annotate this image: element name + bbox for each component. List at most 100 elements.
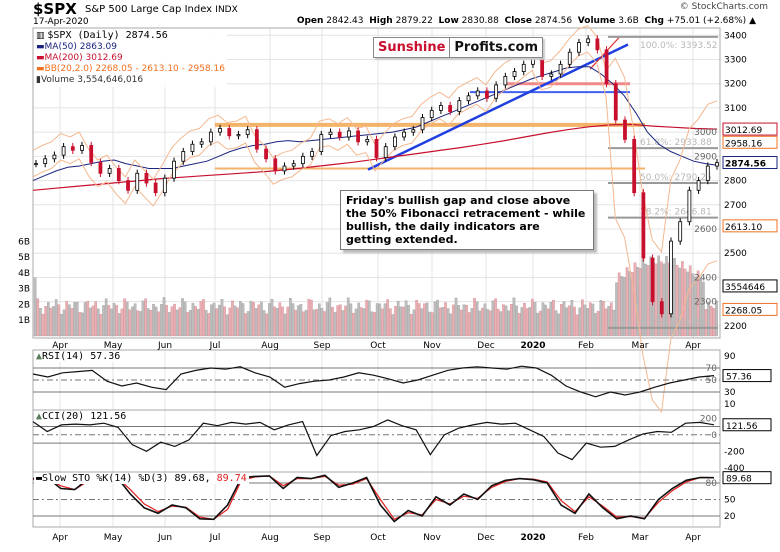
volume-bar [665,256,668,337]
volume-bar [257,304,261,337]
index-full-name: S&P 500 Large Cap Index [85,4,213,15]
volume-bar [244,313,247,337]
volume-bar [712,308,716,337]
close-label: Close [504,16,532,26]
volume-bar [549,302,553,337]
volume-bar [375,303,379,337]
volume-bar [194,306,197,337]
volume-bar [112,303,116,337]
candle-body [632,139,637,194]
x-tick-label: Jun [157,341,172,351]
volume-bar [225,314,229,337]
candle-body [254,129,259,150]
volume-bar [499,311,503,337]
volume-bar [349,303,353,337]
volume-bar [270,299,274,337]
price-tag-box [722,156,778,170]
legend-volume: ▮Volume 3,554,646,016 [36,75,225,86]
volume-bar [215,308,219,337]
volume-bar [94,301,97,337]
volume-bar [102,305,105,337]
volume-bar [262,310,266,337]
candle-body [181,151,186,162]
volume-bar [299,304,303,337]
indicator-panels: 10 30 50 70 90 -400 -200 0 200 20 50 80 [32,352,745,523]
volume-bar [394,305,397,337]
candle-body [567,51,572,65]
volume-bar [396,300,400,337]
volume-bar [486,309,489,337]
volume-bar [57,304,61,337]
volume-bar [686,271,689,337]
panel-frame [32,27,721,339]
indicator-tag-box [722,369,772,383]
volume-bar [125,301,129,337]
candle-body [696,180,701,191]
volume-bar [278,302,282,337]
volume-bar [523,302,526,337]
x-tick-label: 2020 [520,341,545,351]
volume-bar [602,301,605,337]
volume-bar [462,304,466,337]
indicator-icon: ▲ [36,411,43,422]
candle-body [346,130,351,138]
y-tick-label: 3000 [694,128,717,138]
volume-bar [157,311,161,337]
volume-bar [44,306,48,337]
volume-bar [449,313,453,337]
volume-bar [83,302,87,337]
y-tick-label: 2400 [694,273,717,283]
candle-body [282,165,287,172]
indicator-tag-box [722,418,772,432]
legend-ma200: ▬MA(200) 3012.69 [36,53,123,63]
volume-bar [588,302,592,337]
volume-bar [428,311,432,337]
fib-label: 50.0%: 2790.25 [640,173,712,183]
volume-bar [196,309,200,337]
x-tick-label: Oct [370,341,386,351]
candle-body [540,56,545,77]
volume-bar [189,310,192,337]
volume-bar [115,305,119,337]
volume-bar [715,300,718,337]
volume-bar [149,310,153,337]
candle-body [98,162,103,174]
volume-bar [89,307,92,337]
volume-bar [604,308,608,337]
low-label: Low [438,16,459,26]
volume-bar [202,299,205,337]
volume-bar [420,308,424,337]
cci-legend-text: CCI(20) 121.56 [42,411,127,422]
symbol: $SPX [33,0,77,18]
y-tick-label: 3200 [724,80,747,90]
indicator-tag-label: 121.56 [726,422,758,432]
ma50-line [32,66,718,182]
candle-body [549,73,554,77]
volume-bar [623,277,626,337]
candle-body [126,180,130,191]
chart-date: 17-Apr-2020 [33,17,89,27]
volume-bar [331,307,334,337]
volume-bar [554,310,558,337]
volume-bar [152,303,155,337]
volume-bar [607,306,610,337]
volume-bar [120,308,124,337]
volume-tick-label: 1B [18,316,30,326]
candle-body [245,129,250,135]
volume-bar [175,309,179,337]
volume-bar [707,301,710,337]
volume-bar [131,306,134,337]
volume-bar [628,271,632,337]
volume-bar [139,311,142,337]
volume-bar [438,307,442,337]
indicator-tick-label: 0 [711,431,717,441]
volume-bar [357,302,361,337]
volume-bar [254,308,258,337]
x-tick-label: Mar [632,341,649,351]
y-tick-label: 3100 [724,104,747,114]
volume-bar [339,304,342,337]
volume-bar [204,309,208,337]
x-tick-label: Jun [157,533,172,543]
volume-tick-label: 4B [18,269,30,279]
